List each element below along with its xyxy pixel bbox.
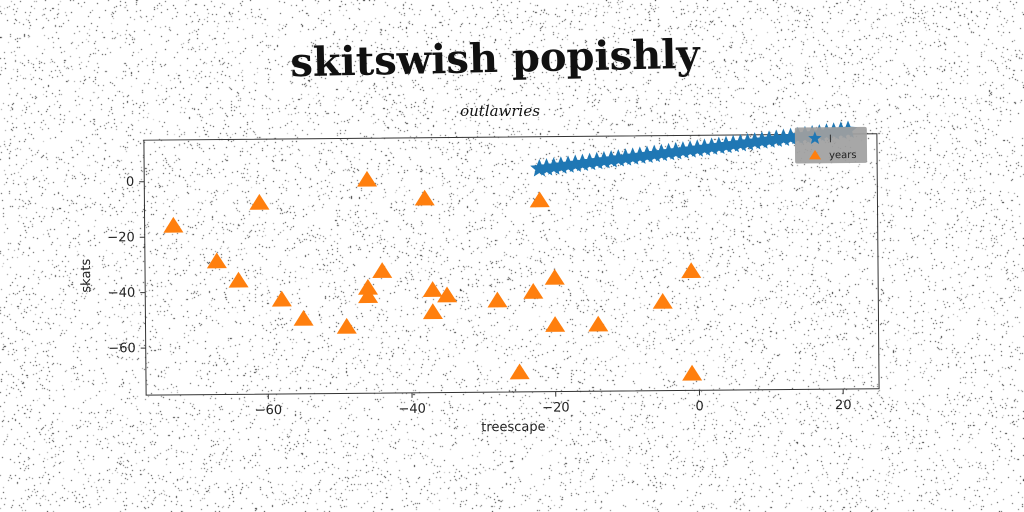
y-tick-label: −60 <box>108 341 136 356</box>
triangle-point <box>336 317 357 334</box>
triangle-point <box>681 262 702 279</box>
triangle-point <box>293 309 314 326</box>
triangle-point <box>422 303 443 320</box>
chart-title: outlawries <box>460 102 540 120</box>
figure-suptitle: skitswish popishly <box>290 31 702 87</box>
legend-label-l: l <box>829 134 832 145</box>
triangle-point <box>544 268 565 285</box>
triangle-point <box>249 193 270 210</box>
triangle-point <box>588 315 609 332</box>
triangle-point <box>163 216 184 233</box>
x-axis-label: treescape <box>481 420 545 436</box>
y-tick-label: −40 <box>108 286 136 301</box>
triangle-point <box>487 291 508 308</box>
x-tick-label: −20 <box>542 400 570 415</box>
y-tick-label: −20 <box>107 230 135 245</box>
plot-area: −60 −40 −20 0 20 0−20−40−60 treescape skats … <box>79 120 880 436</box>
y-axis: 0 −20 −40 −60 <box>107 175 146 356</box>
legend: l years <box>794 126 868 164</box>
legend-label-years: years <box>829 150 857 161</box>
x-tick-label: 20 <box>835 398 852 413</box>
triangle-point <box>523 283 544 299</box>
triangle-point <box>422 281 443 297</box>
triangle-point <box>509 363 530 380</box>
x-tick-label: −60 <box>255 403 283 418</box>
y-axis-label: skats <box>79 258 94 292</box>
triangle-point <box>529 191 550 208</box>
triangle-point <box>357 170 378 187</box>
y-tick-label: 0 <box>126 175 134 190</box>
axes-frame <box>143 133 880 396</box>
triangle-point <box>372 262 393 278</box>
legend-star-icon <box>808 131 822 145</box>
triangle-point <box>206 252 227 269</box>
x-axis: −60 −40 −20 0 20 <box>255 389 852 418</box>
triangle-point <box>414 189 435 206</box>
legend-marker-l <box>808 131 822 145</box>
triangle-point <box>652 292 673 309</box>
triangle-point <box>437 286 458 303</box>
triangle-point <box>682 364 703 381</box>
triangle-point <box>545 316 566 332</box>
x-tick-label: 0 <box>695 399 703 414</box>
triangle-point <box>358 287 379 304</box>
series-years <box>163 170 703 381</box>
triangle-point <box>358 278 379 295</box>
triangle-point <box>271 290 292 307</box>
triangle-point <box>228 271 249 288</box>
legend-marker-years <box>809 149 822 160</box>
x-tick-label: −40 <box>398 402 426 417</box>
legend-triangle-icon <box>809 149 822 160</box>
